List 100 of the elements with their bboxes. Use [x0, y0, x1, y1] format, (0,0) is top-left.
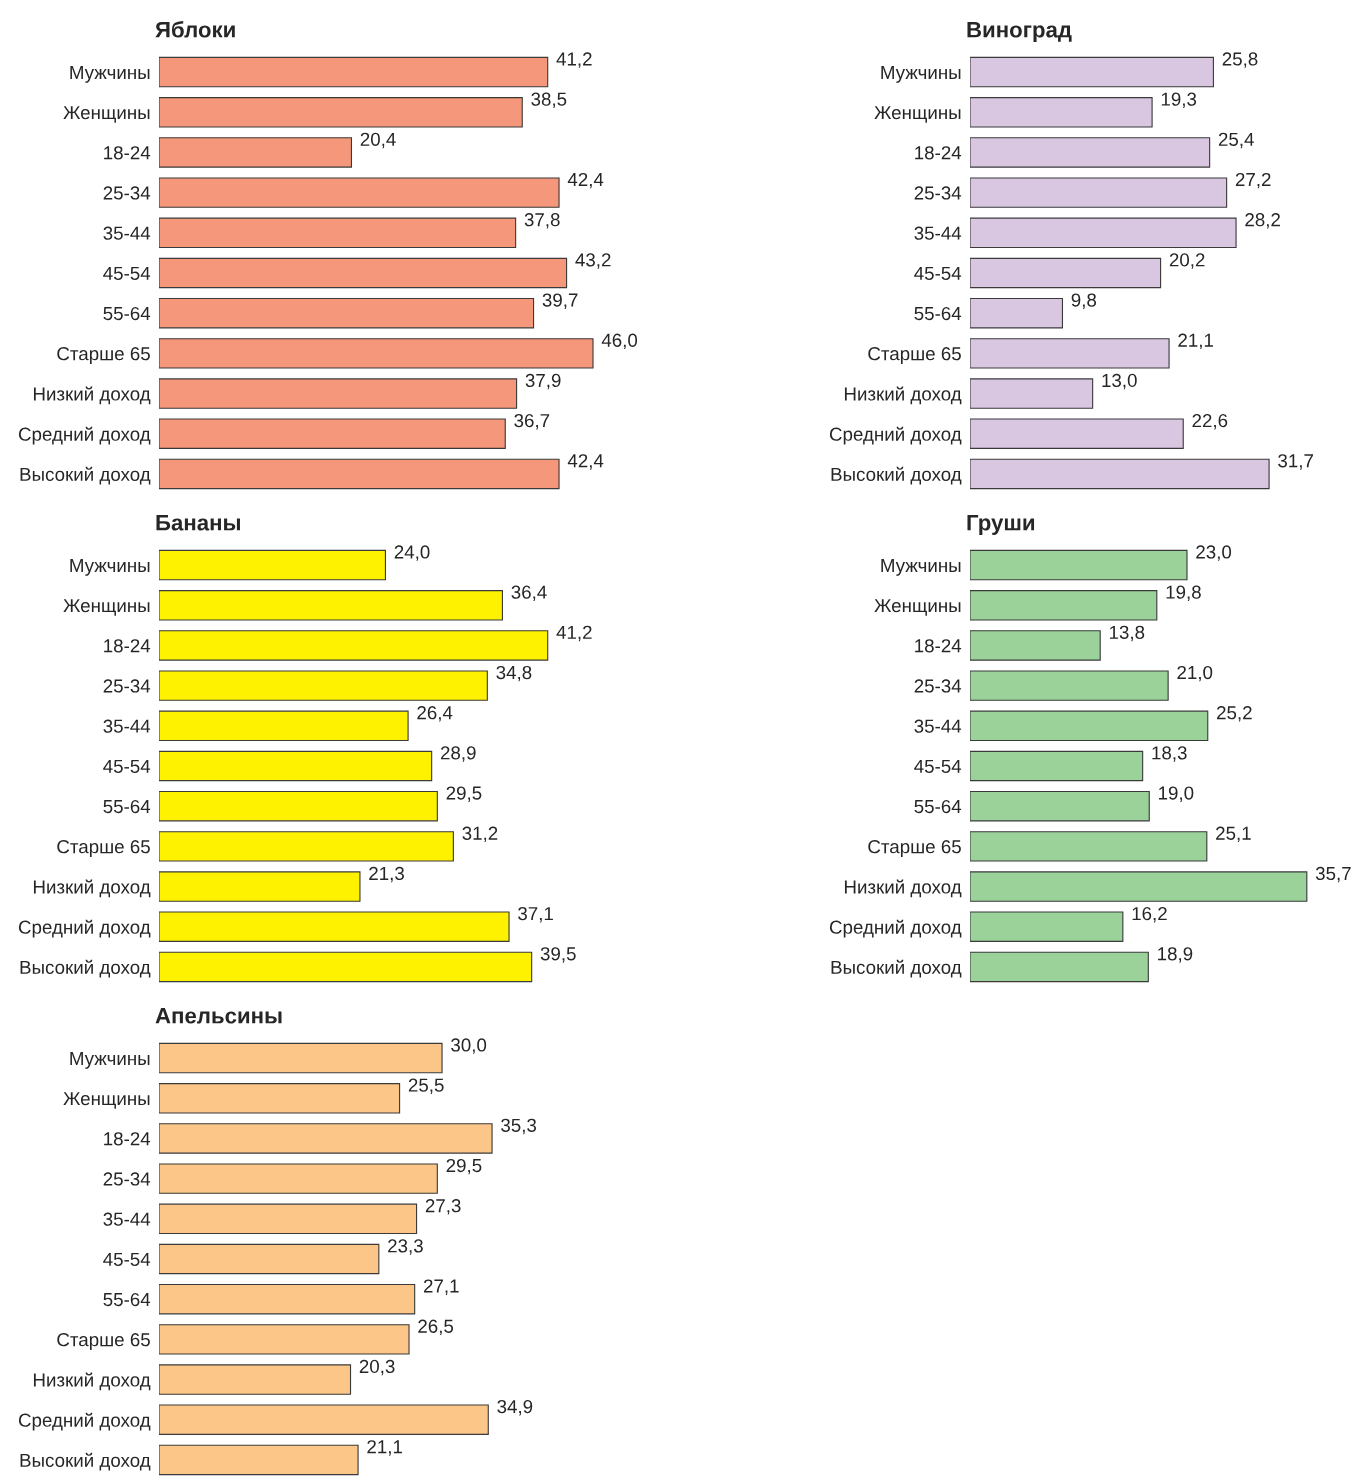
bar [159, 177, 560, 208]
bar [970, 458, 1270, 490]
data-label: 19,8 [1166, 585, 1201, 601]
data-label: 23,3 [388, 1239, 423, 1255]
y-tick-label: Старше 65 [57, 1333, 150, 1351]
bar [159, 1083, 401, 1114]
bar [159, 1324, 410, 1355]
bar [970, 338, 1170, 369]
y-tick-label: Низкий доход [33, 1372, 151, 1391]
y-tick-label: 18-24 [104, 146, 151, 160]
bar [970, 378, 1094, 409]
y-tick-label: 55-64 [103, 799, 151, 814]
chart-title: Бананы [156, 515, 240, 531]
y-tick-label: Средний доход [18, 1412, 151, 1431]
data-label: 28,9 [440, 746, 476, 762]
data-label: 26,5 [418, 1319, 454, 1336]
bar [970, 177, 1228, 208]
data-label: 25,1 [1216, 826, 1251, 843]
bar [159, 378, 518, 409]
bar [159, 1163, 438, 1194]
chart-title: Виноград [967, 22, 1072, 42]
bar [159, 1123, 493, 1154]
data-label: 18,3 [1152, 746, 1187, 762]
data-label: 28,2 [1245, 213, 1280, 229]
bar [159, 951, 533, 983]
y-tick-label: 18-24 [104, 639, 151, 653]
bar [159, 831, 454, 862]
data-label: 27,3 [425, 1199, 461, 1215]
y-tick-label: Низкий доход [33, 386, 151, 405]
data-label: 41,2 [556, 625, 592, 642]
data-label: 24,0 [394, 545, 430, 561]
bar [159, 911, 510, 942]
data-label: 34,9 [497, 1399, 533, 1416]
bar [159, 217, 517, 249]
bar [970, 790, 1150, 822]
y-tick-label: 35-44 [103, 719, 151, 733]
bar [970, 710, 1209, 742]
data-label: 31,2 [462, 826, 498, 843]
data-label: 34,8 [496, 665, 532, 682]
y-tick-label: Старше 65 [868, 840, 961, 858]
data-label: 25,8 [1222, 52, 1258, 68]
data-label: 16,2 [1132, 906, 1167, 923]
bar [970, 831, 1208, 862]
y-tick-label: 55-64 [103, 1292, 151, 1307]
bar [970, 56, 1214, 88]
chart-title: Апельсины [155, 1008, 282, 1024]
data-label: 21,1 [1178, 333, 1213, 350]
bar [159, 458, 560, 490]
data-label: 21,3 [369, 866, 404, 883]
data-label: 27,1 [423, 1279, 459, 1295]
y-tick-label: Средний доход [18, 919, 151, 938]
bar [159, 1444, 359, 1476]
y-tick-label: 25-34 [103, 186, 151, 200]
y-tick-label: 35-44 [914, 719, 962, 733]
data-label: 9,8 [1071, 293, 1097, 309]
bar [159, 630, 549, 661]
y-tick-label: Женщины [63, 1092, 150, 1109]
bar [159, 1203, 418, 1235]
data-label: 20,4 [360, 132, 396, 149]
chart-title: Груши [967, 515, 1035, 535]
data-label: 37,8 [524, 213, 560, 229]
bar [970, 590, 1158, 621]
data-label: 25,5 [408, 1078, 444, 1094]
data-label: 21,0 [1177, 665, 1213, 682]
y-tick-label: Женщины [874, 599, 961, 616]
bar [159, 871, 361, 902]
bar [159, 97, 523, 128]
y-tick-label: Высокий доход [20, 959, 151, 978]
y-tick-label: Высокий доход [831, 466, 962, 485]
data-label: 43,2 [575, 253, 611, 269]
bar [159, 710, 409, 742]
y-tick-label: Женщины [63, 106, 150, 123]
data-label: 39,7 [542, 293, 578, 309]
y-tick-label: 45-54 [103, 759, 151, 773]
y-tick-label: 25-34 [103, 1172, 151, 1186]
y-tick-label: 35-44 [103, 226, 151, 240]
bar [159, 1364, 352, 1395]
data-label: 29,5 [446, 1158, 482, 1175]
bar [970, 97, 1153, 128]
bar [159, 1283, 416, 1315]
bar [159, 1243, 380, 1275]
data-label: 31,7 [1278, 454, 1313, 470]
data-label: 13,0 [1102, 373, 1137, 390]
bar [159, 257, 568, 289]
y-tick-label: 18-24 [915, 639, 962, 653]
bar [159, 297, 535, 329]
bar [970, 418, 1184, 449]
data-label: 41,2 [556, 52, 592, 68]
bar [970, 670, 1169, 701]
y-tick-label: 45-54 [914, 759, 962, 773]
bar [970, 549, 1188, 581]
bar [159, 137, 353, 168]
y-tick-label: 18-24 [915, 146, 962, 160]
data-label: 30,0 [451, 1038, 487, 1054]
y-tick-label: Мужчины [70, 65, 150, 83]
y-tick-label: 18-24 [104, 1132, 151, 1146]
y-tick-label: 55-64 [914, 799, 962, 814]
y-tick-label: Низкий доход [33, 879, 151, 898]
y-tick-label: 25-34 [914, 186, 962, 200]
bar [970, 217, 1237, 249]
